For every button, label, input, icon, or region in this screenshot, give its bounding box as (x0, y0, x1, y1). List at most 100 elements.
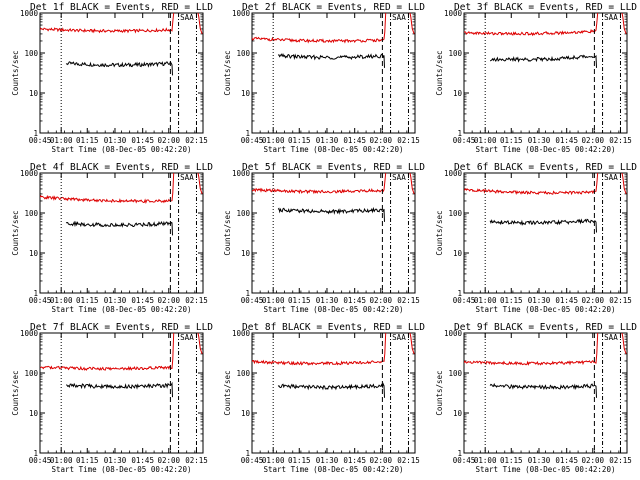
saa-label: SAA (392, 173, 406, 182)
y-tick-label: 1 (33, 129, 38, 138)
x-tick-label: 02:15 (609, 296, 632, 305)
x-axis-label: Start Time (08-Dec-05 00:42:20) (52, 305, 192, 314)
x-tick-label: 01:00 (474, 296, 497, 305)
y-tick-label: 1 (457, 449, 462, 458)
y-axis-label: Counts/sec (435, 370, 444, 415)
x-tick-label: 02:00 (157, 296, 180, 305)
panel-title: Det 2f BLACK = Events, RED = LLD (242, 2, 425, 13)
series-events (277, 206, 385, 222)
saa-label: SAA (392, 13, 406, 22)
x-tick-label: 01:15 (500, 456, 523, 465)
y-axis-label: Counts/sec (435, 210, 444, 255)
y-tick-label: 1000 (232, 169, 251, 178)
x-tick-label: 02:15 (185, 456, 208, 465)
panel-title: Det 5f BLACK = Events, RED = LLD (242, 162, 425, 173)
y-axis-label: Counts/sec (223, 210, 232, 255)
y-tick-label: 100 (236, 209, 250, 218)
plot-area (464, 13, 627, 133)
y-tick-label: 100 (236, 369, 250, 378)
plot-area (40, 13, 203, 133)
plot-area (252, 333, 415, 453)
saa-label: SAA (180, 333, 194, 342)
series-lld-tail (197, 333, 203, 355)
y-tick-label: 1 (457, 129, 462, 138)
y-tick-label: 10 (241, 89, 251, 98)
panel-det-3: Det 3f BLACK = Events, RED = LLD 1 10 100 10… (435, 2, 637, 154)
panel-title: Det 3f BLACK = Events, RED = LLD (454, 2, 637, 13)
x-tick-label: 01:45 (343, 456, 366, 465)
y-tick-label: 10 (29, 89, 39, 98)
saa-label: SAA (392, 333, 406, 342)
y-tick-label: 1 (245, 289, 250, 298)
y-axis-label: Counts/sec (223, 50, 232, 95)
plot-area (252, 173, 415, 293)
series-events (277, 382, 385, 398)
x-tick-label: 02:00 (581, 296, 604, 305)
y-tick-label: 1 (245, 129, 250, 138)
x-tick-label: 01:30 (104, 136, 127, 145)
y-tick-label: 1000 (444, 9, 463, 18)
x-tick-label: 01:30 (316, 456, 339, 465)
x-axis-label: Start Time (08-Dec-05 00:42:20) (264, 145, 404, 154)
x-axis-label: Start Time (08-Dec-05 00:42:20) (264, 465, 404, 474)
x-tick-label: 02:15 (397, 296, 420, 305)
y-tick-label: 1000 (20, 329, 39, 338)
x-tick-label: 02:00 (369, 136, 392, 145)
series-lld-tail (197, 13, 203, 35)
panel-det-6: Det 6f BLACK = Events, RED = LLD 1 10 100 10… (435, 162, 637, 314)
y-tick-label: 100 (24, 209, 38, 218)
panel-det-5: Det 5f BLACK = Events, RED = LLD 1 10 100 10… (223, 162, 425, 314)
panel-title: Det 7f BLACK = Events, RED = LLD (30, 322, 213, 333)
y-tick-label: 1000 (20, 9, 39, 18)
x-tick-label: 01:15 (76, 456, 99, 465)
x-tick-label: 01:00 (262, 456, 285, 465)
x-tick-label: 00:45 (453, 456, 476, 465)
series-events (489, 54, 597, 68)
y-tick-label: 1 (33, 449, 38, 458)
x-tick-label: 01:45 (555, 136, 578, 145)
x-tick-label: 01:15 (288, 456, 311, 465)
x-tick-label: 01:00 (50, 136, 73, 145)
series-events (65, 381, 173, 398)
panel-title: Det 9f BLACK = Events, RED = LLD (454, 322, 637, 333)
x-tick-label: 01:45 (131, 456, 154, 465)
y-tick-label: 1000 (232, 9, 251, 18)
saa-label: SAA (180, 173, 194, 182)
series-lld (464, 13, 599, 37)
x-tick-label: 02:15 (185, 296, 208, 305)
x-tick-label: 01:30 (528, 296, 551, 305)
x-axis-label: Start Time (08-Dec-05 00:42:20) (476, 145, 616, 154)
series-lld (464, 333, 599, 366)
x-tick-label: 01:15 (76, 296, 99, 305)
x-tick-label: 02:00 (581, 456, 604, 465)
panel-title: Det 6f BLACK = Events, RED = LLD (454, 162, 637, 173)
x-tick-label: 01:15 (500, 296, 523, 305)
panel-det-8: Det 8f BLACK = Events, RED = LLD 1 10 100 10… (223, 322, 425, 474)
panel-det-9: Det 9f BLACK = Events, RED = LLD 1 10 100 10… (435, 322, 637, 474)
series-lld-tail (409, 333, 415, 355)
x-tick-label: 01:45 (555, 296, 578, 305)
y-tick-label: 1000 (232, 329, 251, 338)
x-axis-label: Start Time (08-Dec-05 00:42:20) (476, 465, 616, 474)
x-tick-label: 01:45 (131, 296, 154, 305)
series-lld (252, 173, 387, 195)
saa-label: SAA (180, 13, 194, 22)
saa-label: SAA (604, 333, 618, 342)
x-tick-label: 00:45 (29, 296, 52, 305)
x-axis-label: Start Time (08-Dec-05 00:42:20) (52, 465, 192, 474)
series-events (277, 53, 385, 68)
x-tick-label: 01:30 (104, 456, 127, 465)
y-tick-label: 10 (241, 409, 251, 418)
y-axis-label: Counts/sec (11, 210, 20, 255)
x-tick-label: 01:00 (262, 136, 285, 145)
x-tick-label: 00:45 (241, 136, 264, 145)
x-tick-label: 01:15 (288, 296, 311, 305)
x-tick-label: 00:45 (241, 456, 264, 465)
y-axis-label: Counts/sec (435, 50, 444, 95)
series-lld (40, 13, 175, 34)
plot-area (464, 173, 627, 293)
x-tick-label: 01:45 (555, 456, 578, 465)
x-tick-label: 01:00 (474, 136, 497, 145)
panel-title: Det 1f BLACK = Events, RED = LLD (30, 2, 213, 13)
series-lld (40, 333, 175, 371)
